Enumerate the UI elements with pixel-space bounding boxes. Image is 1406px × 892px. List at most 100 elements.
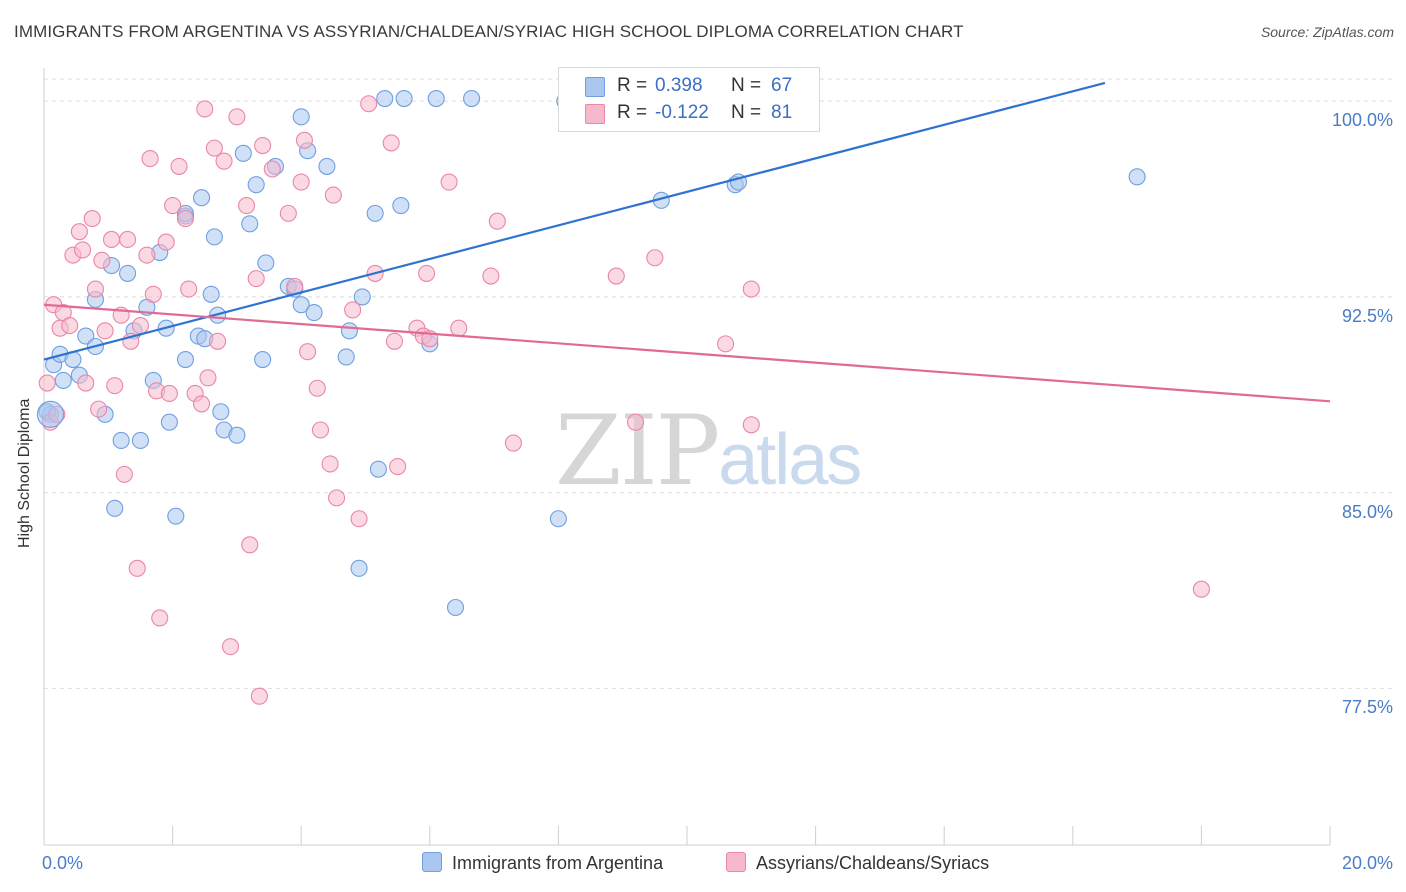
point-assyrian — [360, 95, 378, 113]
point-assyrian — [389, 457, 407, 476]
point-assyrian — [138, 246, 156, 264]
point-assyrian — [115, 465, 133, 483]
point-argentina — [318, 157, 336, 175]
point-argentina — [376, 89, 394, 108]
point-argentina — [192, 189, 211, 207]
point-assyrian — [180, 280, 198, 298]
point-assyrian — [144, 285, 162, 303]
point-assyrian — [141, 150, 159, 168]
point-argentina — [241, 215, 259, 233]
point-assyrian — [119, 230, 137, 249]
point-argentina — [234, 144, 252, 162]
point-argentina — [119, 264, 137, 282]
legend-n-value: 81 — [771, 102, 793, 123]
point-argentina — [212, 403, 230, 421]
point-assyrian — [742, 416, 760, 434]
point-assyrian — [96, 322, 114, 340]
point-assyrian — [157, 233, 175, 251]
point-assyrian — [38, 374, 56, 392]
point-assyrian — [237, 197, 256, 215]
legend-n-value: 67 — [771, 75, 793, 96]
point-assyrian — [247, 270, 265, 288]
trend-line-assyrian — [43, 303, 1331, 403]
point-assyrian — [418, 264, 436, 282]
point-argentina — [353, 288, 371, 306]
point-argentina — [350, 559, 368, 577]
legend-swatch-argentina — [422, 852, 442, 872]
legend-label-assyrian: Assyrians/Chaldeans/Syriacs — [756, 853, 990, 873]
point-argentina — [167, 507, 185, 525]
point-assyrian — [328, 489, 346, 507]
legend-r-value: -0.122 — [655, 102, 709, 123]
y-tick-label: 92.5% — [1341, 305, 1393, 326]
point-argentina — [337, 348, 355, 366]
point-argentina — [228, 426, 246, 444]
point-assyrian — [90, 400, 108, 418]
point-argentina — [254, 350, 272, 369]
point-assyrian — [344, 301, 362, 319]
point-assyrian — [1192, 580, 1210, 598]
legend-swatch-assyrian — [726, 852, 746, 872]
point-assyrian — [482, 267, 500, 285]
legend-n-label: N = — [731, 75, 762, 96]
watermark-atlas: atlas — [718, 420, 862, 500]
point-argentina — [392, 197, 410, 215]
point-assyrian — [205, 139, 223, 157]
point-argentina — [366, 204, 384, 222]
legend-n-label: N = — [731, 102, 762, 123]
point-assyrian — [192, 395, 211, 413]
point-assyrian — [646, 249, 664, 267]
point-argentina — [247, 176, 265, 194]
source-label: Source: ZipAtlas.com — [1260, 24, 1394, 40]
point-argentina — [292, 296, 310, 314]
point-argentina — [1128, 168, 1146, 186]
point-assyrian — [83, 210, 101, 228]
point-assyrian — [221, 638, 240, 656]
point-assyrian — [241, 536, 259, 554]
point-argentina — [549, 510, 567, 528]
legend-label-argentina: Immigrants from Argentina — [452, 853, 664, 873]
legend-swatch-assyrian — [585, 104, 605, 124]
grid-lines — [44, 78, 1392, 689]
point-assyrian — [215, 152, 233, 170]
point-argentina — [131, 431, 149, 450]
legend-item-argentina[interactable]: Immigrants from Argentina — [422, 852, 663, 874]
point-assyrian — [209, 332, 227, 350]
point-argentina — [463, 89, 481, 108]
legend-item-assyrian[interactable]: Assyrians/Chaldeans/Syriacs — [726, 852, 989, 874]
point-assyrian — [250, 687, 268, 705]
point-assyrian — [321, 455, 339, 473]
stats-legend: R = 0.398 N = 67 R = -0.122 N = 81 — [558, 67, 820, 132]
point-assyrian — [77, 374, 95, 392]
point-argentina — [446, 598, 465, 617]
point-assyrian — [350, 510, 368, 528]
point-assyrian — [299, 343, 317, 361]
point-assyrian — [74, 241, 92, 259]
y-axis-label: High School Diploma — [16, 398, 33, 548]
legend-r-value: 0.398 — [655, 75, 703, 96]
point-assyrian — [717, 335, 735, 353]
point-assyrian — [382, 134, 400, 152]
point-assyrian — [627, 413, 645, 431]
point-assyrian — [292, 173, 310, 191]
point-assyrian — [308, 379, 326, 397]
point-assyrian — [385, 332, 403, 350]
axes — [43, 68, 1331, 846]
point-assyrian — [450, 319, 468, 337]
point-assyrian — [504, 434, 522, 452]
legend-r-label: R = — [617, 75, 648, 96]
point-assyrian — [86, 280, 104, 298]
point-assyrian — [279, 204, 297, 222]
point-argentina — [176, 350, 195, 369]
point-argentina — [395, 89, 413, 108]
point-assyrian — [160, 384, 178, 403]
point-argentina — [112, 431, 130, 450]
point-assyrian — [324, 186, 342, 204]
point-argentina — [427, 89, 445, 108]
point-argentina — [36, 400, 64, 428]
point-assyrian — [70, 223, 88, 241]
point-argentina — [106, 499, 124, 517]
point-assyrian — [488, 212, 506, 230]
point-argentina — [305, 304, 323, 322]
